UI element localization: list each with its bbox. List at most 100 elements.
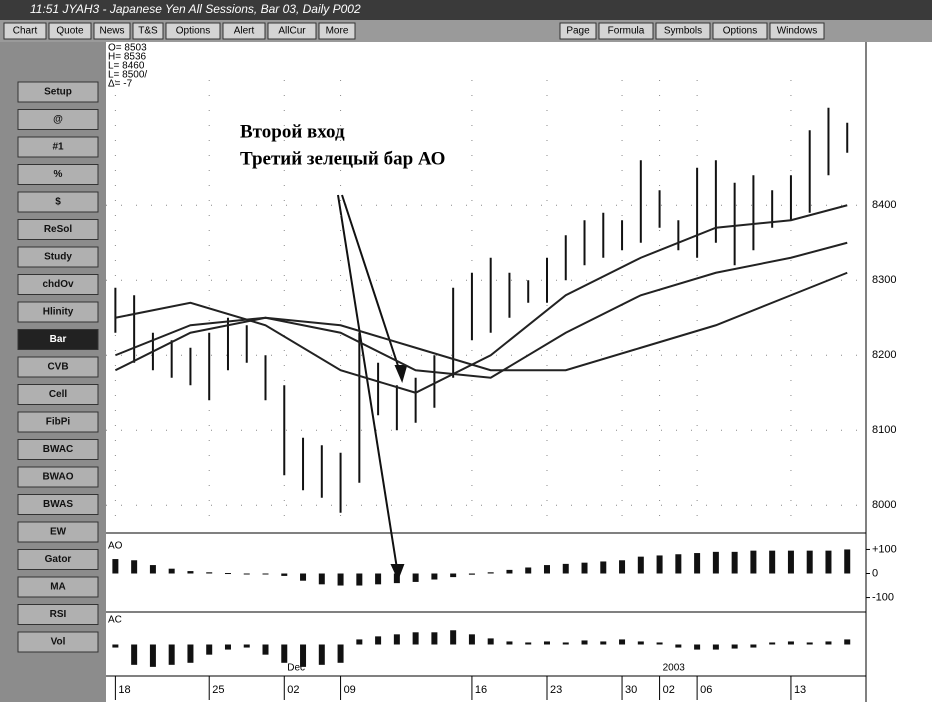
x-tick-label: 30 (625, 684, 637, 696)
histogram-bar (525, 642, 532, 645)
histogram-bar (112, 559, 119, 574)
histogram-bar (694, 644, 701, 650)
sidebar-button-label: Study (44, 252, 72, 263)
moving-average (114, 271, 848, 372)
sidebar-button-label: Bar (50, 334, 67, 345)
histogram-bar (300, 573, 307, 581)
toolbar-button-label: Options (723, 26, 757, 37)
toolbar-button[interactable] (165, 22, 221, 40)
histogram-bar (318, 573, 325, 585)
sidebar-button[interactable] (17, 466, 99, 488)
toolbar-button-label: Symbols (664, 26, 702, 37)
sidebar-button[interactable] (17, 329, 99, 350)
toolbar-button-label: Windows (777, 26, 818, 37)
histogram-bar (149, 644, 156, 667)
toolbar-button[interactable] (559, 22, 597, 40)
sidebar-button-label: Hlinity (43, 307, 74, 318)
sidebar-button[interactable] (17, 576, 99, 598)
panel-title: AO (108, 541, 123, 552)
histogram-bar (750, 550, 757, 574)
sidebar-button-label: CVB (47, 362, 68, 373)
histogram-bar (806, 550, 813, 574)
toolbar-button[interactable] (93, 22, 131, 40)
histogram-bar (356, 639, 363, 645)
annotation: Второй вход (240, 121, 345, 142)
y-tick-label: +100 (872, 543, 897, 555)
sidebar-button-label: Gator (45, 554, 72, 565)
window-title: 11:51 JYAH3 - Japanese Yen All Sessions,… (30, 2, 361, 16)
histogram-bar (581, 640, 588, 645)
toolbar-button[interactable] (48, 22, 92, 40)
x-tick-label: 02 (663, 684, 675, 696)
y-tick-label: 8300 (872, 274, 896, 286)
histogram-bar (581, 562, 588, 574)
x-tick-label: 06 (700, 684, 712, 696)
histogram-bar (206, 572, 213, 574)
histogram-bar (393, 634, 400, 645)
sidebar-button[interactable] (17, 81, 99, 103)
plot-top (106, 42, 866, 80)
toolbar-button[interactable] (598, 22, 654, 40)
price-axis (866, 42, 932, 702)
sidebar-button[interactable] (17, 246, 99, 268)
sidebar-button[interactable] (17, 109, 99, 130)
toolbar-button-label: T&S (138, 26, 158, 37)
sidebar-button[interactable] (17, 494, 99, 515)
toolbar-button[interactable] (712, 22, 768, 40)
ohlc-info: O= 8503 (108, 43, 147, 54)
histogram-bar (131, 560, 138, 574)
histogram-bar (393, 573, 400, 584)
histogram-bar (149, 565, 156, 574)
sidebar-button[interactable] (17, 521, 99, 543)
toolbar-button[interactable] (222, 22, 266, 40)
sidebar-button[interactable] (17, 439, 99, 460)
histogram-bar (300, 644, 307, 667)
histogram-bar (468, 573, 475, 575)
sidebar-button[interactable] (17, 384, 99, 405)
histogram-bar (375, 636, 382, 645)
y-tick-label: 8100 (872, 424, 896, 436)
ohlc-info: H= 8536 (108, 52, 147, 63)
sidebar-button[interactable] (17, 136, 99, 158)
sidebar-button[interactable] (17, 274, 99, 295)
date-label: 2003 (663, 663, 686, 674)
toolbar-button-label: Chart (13, 26, 38, 37)
toolbar-button[interactable] (655, 22, 711, 40)
toolbar-button[interactable] (132, 22, 164, 40)
toolbar-button-label: More (326, 26, 349, 37)
toolbar-button-label: Quote (56, 26, 84, 37)
x-tick-label: 25 (212, 684, 224, 696)
sidebar-button[interactable] (17, 356, 99, 378)
sidebar-button[interactable] (17, 604, 99, 625)
histogram-bar (431, 632, 438, 645)
sidebar-button-label: Setup (44, 87, 72, 98)
sidebar-button[interactable] (17, 191, 99, 213)
x-tick-label: 16 (475, 684, 487, 696)
sidebar-button[interactable] (17, 411, 99, 433)
ohlc-info: L= 8500/ (108, 70, 147, 81)
histogram-bar (337, 644, 344, 663)
sidebar-button[interactable] (17, 219, 99, 240)
sidebar-button[interactable] (17, 301, 99, 323)
histogram-bar (468, 634, 475, 645)
sidebar-button-label: % (54, 169, 63, 180)
toolbar-button[interactable] (769, 22, 825, 40)
date-label: Dec (287, 663, 305, 674)
y-tick-label: 0 (872, 567, 878, 579)
histogram-bar (844, 549, 851, 574)
histogram-bar (806, 642, 813, 645)
sidebar-button-label: Vol (51, 637, 66, 648)
histogram-bar (412, 573, 419, 582)
sidebar-button-label: RSI (50, 609, 67, 620)
sidebar-button[interactable] (17, 631, 99, 653)
toolbar-button[interactable] (267, 22, 317, 40)
histogram-bar (487, 638, 494, 645)
toolbar-button[interactable] (318, 22, 356, 40)
sidebar-button[interactable] (17, 549, 99, 570)
x-tick-label: 02 (287, 684, 299, 696)
histogram-bar (506, 569, 513, 574)
toolbar-button-label: AllCur (278, 26, 306, 37)
toolbar-button[interactable] (3, 22, 47, 40)
sidebar-button[interactable] (17, 164, 99, 185)
